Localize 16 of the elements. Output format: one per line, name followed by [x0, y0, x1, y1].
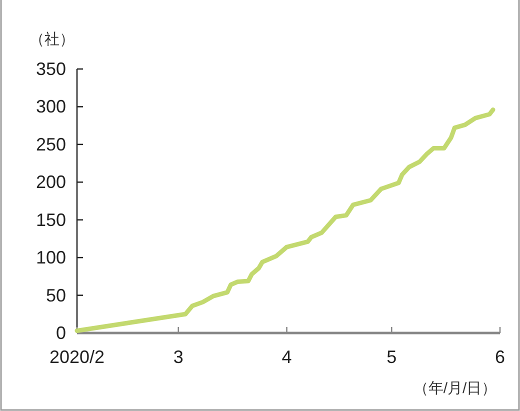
y-tick-label: 50 [46, 285, 66, 306]
x-tick-label: 6 [494, 347, 506, 367]
x-tick-label: 4 [282, 347, 292, 367]
line-series [74, 107, 496, 333]
y-tick-label: 0 [56, 323, 66, 343]
y-tick-label: 200 [36, 172, 66, 192]
y-tick-label: 350 [36, 59, 66, 79]
y-tick-label: 250 [36, 134, 66, 154]
y-tick-label: 300 [36, 96, 66, 117]
x-tick-label: 2020/2 [49, 347, 105, 367]
x-tick-label: 3 [173, 347, 184, 367]
y-tick-label: 150 [36, 210, 66, 230]
y-axis-title: （社） [30, 31, 74, 48]
x-axis-title: （年/月/日） [413, 380, 497, 397]
x-tick-label: 5 [386, 347, 397, 367]
y-tick-label: 100 [36, 248, 66, 268]
